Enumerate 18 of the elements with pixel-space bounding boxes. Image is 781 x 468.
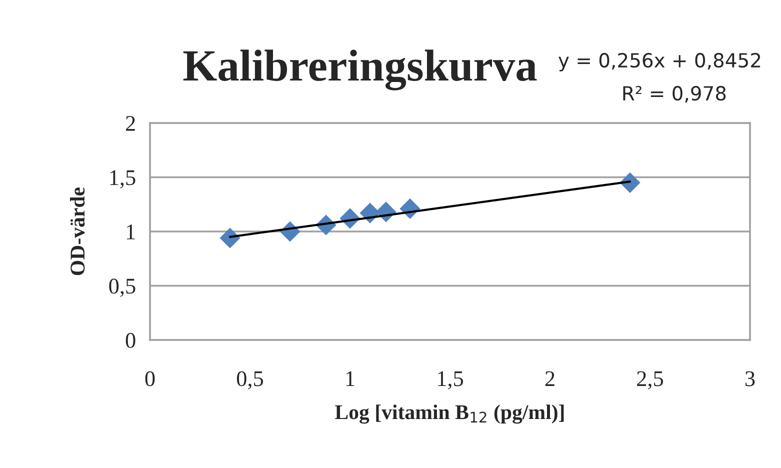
x-tick-label: 2,5 [637, 371, 664, 390]
y-tick-label: 1 [126, 224, 135, 240]
y-tick-label: 0,5 [109, 278, 136, 297]
chart-title: Kalibreringskurva [183, 50, 537, 90]
x-tick-label: 3 [746, 371, 755, 386]
y-tick-label: 1,5 [110, 170, 136, 188]
y-tick-label: 2 [126, 116, 135, 131]
x-tick-label: 1,5 [438, 371, 464, 390]
x-tick-label: 1 [346, 371, 354, 386]
text: y = 0,256x + 0,8452 [558, 52, 760, 72]
y-tick-label: 0 [126, 332, 136, 348]
point [220, 228, 240, 248]
x-tick-label: 0,5 [236, 371, 264, 390]
x-axis-title: Log [vitamin B$_{12}$ (pg/ml)] [335, 404, 564, 424]
x-tick-label: 0 [145, 371, 155, 386]
y-axis-title: OD-värde [70, 187, 85, 276]
x-tick-label: 2 [545, 371, 554, 386]
text: R² = 0,978 [623, 86, 726, 103]
